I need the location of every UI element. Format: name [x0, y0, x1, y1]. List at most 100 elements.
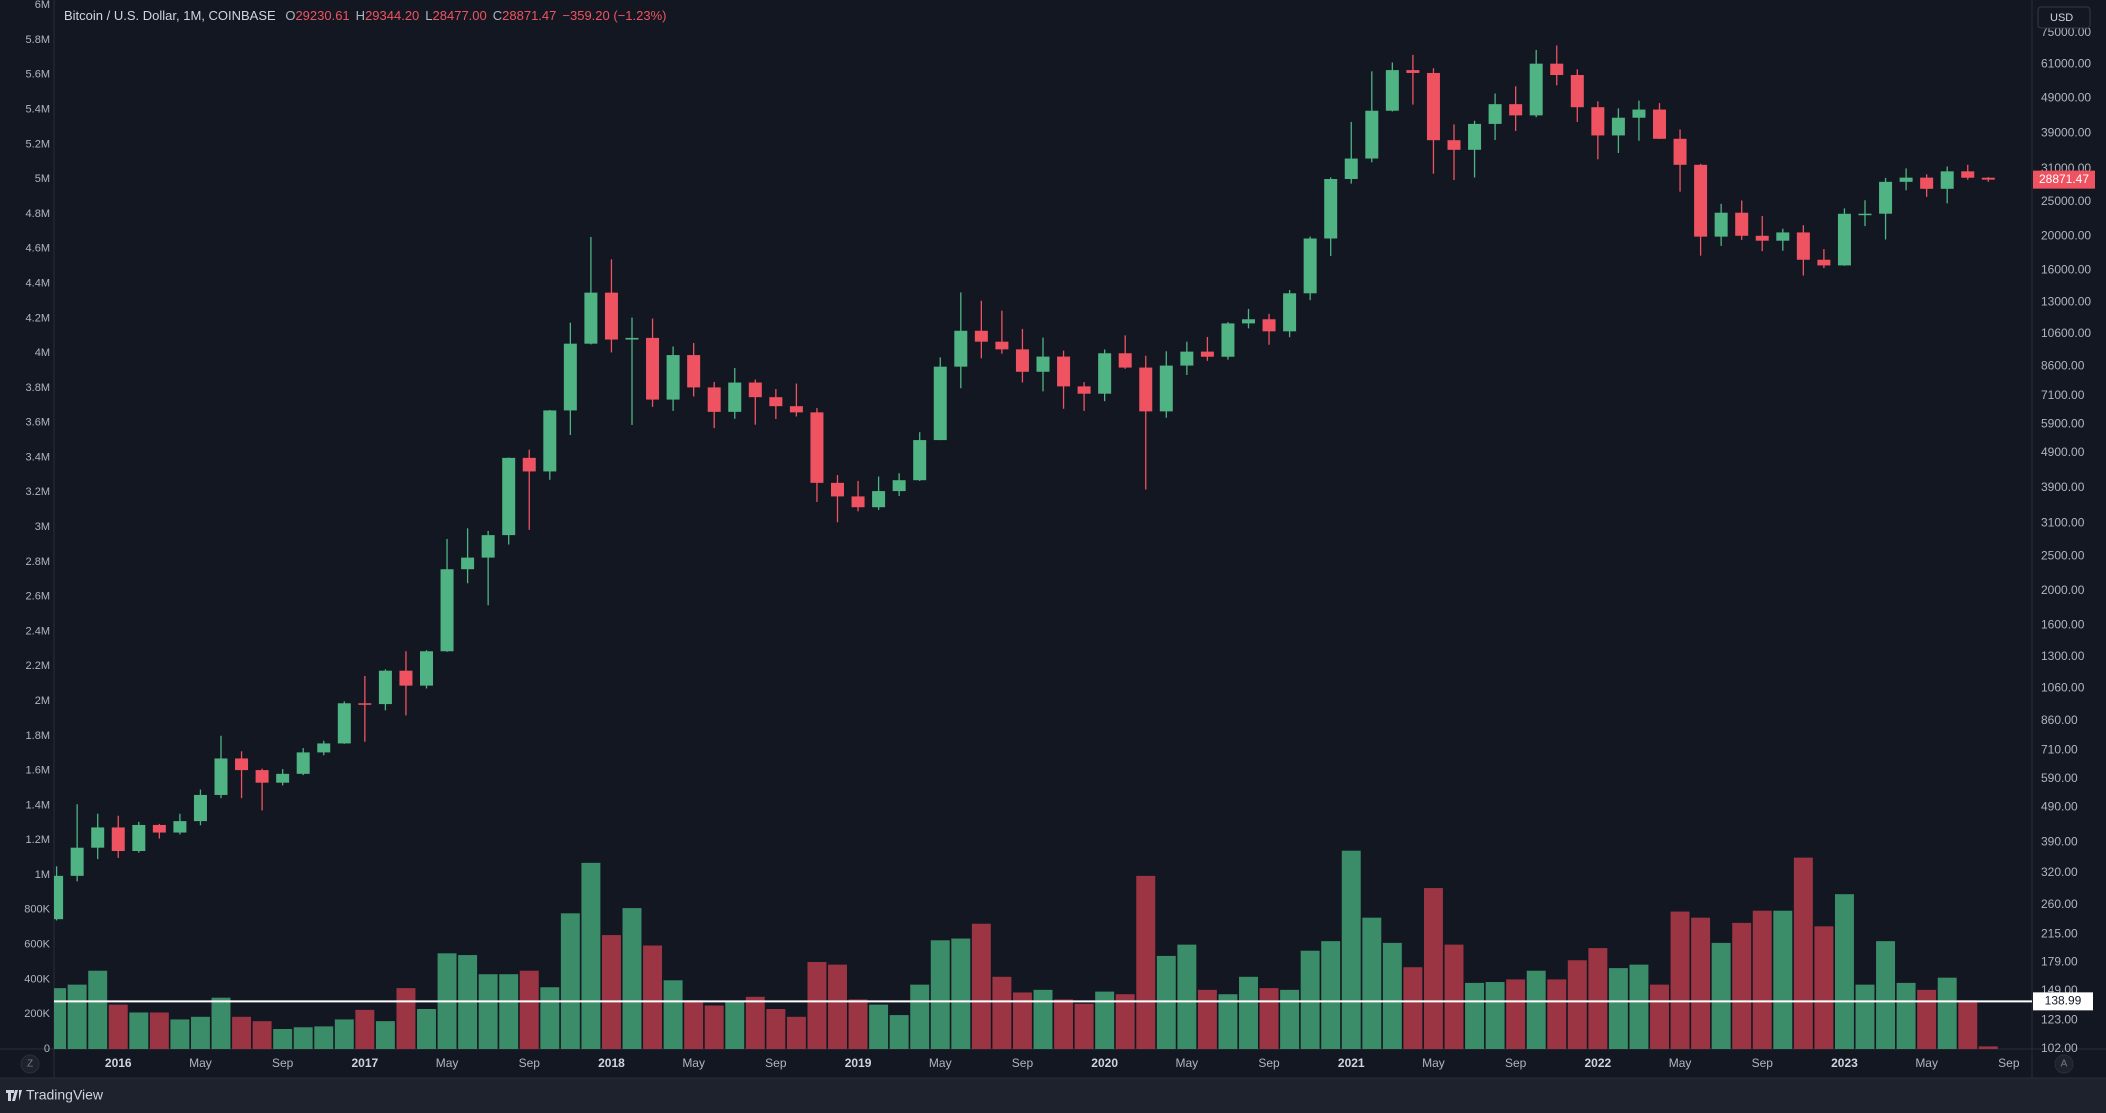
candle-body: [1426, 72, 1440, 141]
candle-body: [563, 343, 577, 411]
legend-value: 28871.47: [502, 8, 557, 23]
candle-body: [1447, 140, 1461, 150]
price-tick-label: 860.00: [2041, 713, 2078, 727]
volume-tick-label: 6M: [35, 0, 50, 11]
candle-body: [748, 382, 762, 398]
auto-button[interactable]: [2054, 1054, 2074, 1074]
candle-body: [420, 651, 433, 686]
candle-body: [1837, 213, 1851, 266]
candle-body: [276, 773, 290, 783]
candle-body: [974, 330, 988, 342]
candle-body: [1118, 353, 1132, 368]
candle-body: [995, 341, 1009, 350]
volume-bar: [684, 1000, 704, 1049]
volume-bar: [293, 1027, 313, 1049]
price-tick-label: 123.00: [2041, 1012, 2078, 1026]
volume-tick-label: 4.2M: [26, 312, 50, 324]
volume-bar: [1691, 917, 1711, 1049]
volume-tick-label: 5.4M: [26, 104, 50, 116]
volume-bar: [190, 1016, 210, 1049]
price-tick-label: 3100.00: [2041, 515, 2085, 529]
candle-body: [1159, 365, 1173, 412]
candle-body: [296, 752, 310, 774]
footer-bar: [0, 1078, 2106, 1113]
volume-bar: [211, 997, 231, 1049]
candle-body: [1509, 104, 1523, 116]
volume-bar: [1012, 992, 1032, 1049]
time-tick-label: Sep: [1258, 1056, 1280, 1070]
volume-bar: [992, 976, 1012, 1049]
candle-body: [604, 292, 618, 340]
volume-bar: [129, 1012, 149, 1049]
volume-bar: [1115, 994, 1135, 1049]
volume-bar: [1423, 888, 1443, 1049]
price-tick-label: 10600.00: [2041, 326, 2091, 340]
price-tick-label: 2000.00: [2041, 583, 2085, 597]
price-tick-label: 16000.00: [2041, 263, 2091, 277]
scale-button-label[interactable]: Z: [27, 1059, 33, 1070]
time-tick-label: 2021: [1338, 1056, 1365, 1070]
volume-tick-label: 3.8M: [26, 382, 50, 394]
candle-body: [255, 770, 269, 783]
volume-bar: [67, 984, 87, 1049]
candle-body: [1077, 386, 1091, 394]
volume-bar: [1485, 982, 1505, 1049]
volume-bar: [540, 987, 560, 1049]
candle-body: [461, 557, 475, 570]
volume-bar: [560, 913, 580, 1049]
candle-layer: [54, 45, 2032, 1003]
volume-tick-label: 5.2M: [26, 138, 50, 150]
volume-bar: [1917, 989, 1937, 1049]
volume-bar: [745, 996, 765, 1049]
price-tick-label: 20000.00: [2041, 228, 2091, 242]
legend-key: O: [285, 8, 296, 23]
time-tick-label: 2022: [1584, 1056, 1611, 1070]
volume-bar: [889, 1015, 909, 1049]
volume-bar: [1876, 941, 1896, 1049]
candle-body: [1406, 70, 1420, 73]
last-price-box: [2033, 170, 2095, 189]
legend-value: 29230.61: [295, 8, 350, 23]
volume-tick-label: 4.4M: [26, 277, 50, 289]
volume-bar: [807, 962, 827, 1049]
volume-bar: [1547, 979, 1567, 1049]
price-tick-label: 49000.00: [2041, 90, 2091, 104]
volume-tick-label: 2M: [35, 695, 50, 707]
volume-bar: [1403, 967, 1423, 1049]
volume-bar: [601, 935, 621, 1049]
auto-button-label[interactable]: A: [2061, 1059, 2068, 1070]
price-tick-label: 260.00: [2041, 897, 2078, 911]
legend-key: H: [355, 8, 366, 23]
candle-body: [1036, 356, 1050, 372]
volume-bar: [478, 974, 498, 1049]
time-tick-label: Sep: [272, 1056, 294, 1070]
price-tick-label: 215.00: [2041, 926, 2078, 940]
volume-tick-label: 1.6M: [26, 765, 50, 777]
currency-label[interactable]: USD: [2050, 12, 2073, 24]
candle-body: [1755, 235, 1769, 241]
brand-name[interactable]: TradingView: [26, 1087, 104, 1103]
candle-body: [111, 827, 125, 851]
legend-key: C: [492, 8, 503, 23]
volume-bar: [1444, 944, 1464, 1049]
price-tick-label: 13000.00: [2041, 295, 2091, 309]
volume-bar: [1465, 982, 1485, 1049]
volume-bar: [1588, 948, 1608, 1049]
candle-body: [522, 457, 536, 472]
brand-logo[interactable]: [6, 1090, 22, 1101]
time-tick-label: 2019: [845, 1056, 872, 1070]
volume-bar: [396, 988, 416, 1049]
candle-body: [91, 827, 105, 848]
candle-body: [358, 703, 372, 705]
volume-bar: [375, 1021, 395, 1049]
scale-button[interactable]: [20, 1054, 40, 1074]
volume-bar: [848, 999, 868, 1049]
candle-body: [543, 410, 557, 472]
price-tick-label: 39000.00: [2041, 125, 2091, 139]
candle-body: [1324, 179, 1338, 239]
currency-button[interactable]: [2037, 6, 2091, 29]
time-tick-label: May: [1669, 1056, 1692, 1070]
time-tick-label: Sep: [1505, 1056, 1527, 1070]
